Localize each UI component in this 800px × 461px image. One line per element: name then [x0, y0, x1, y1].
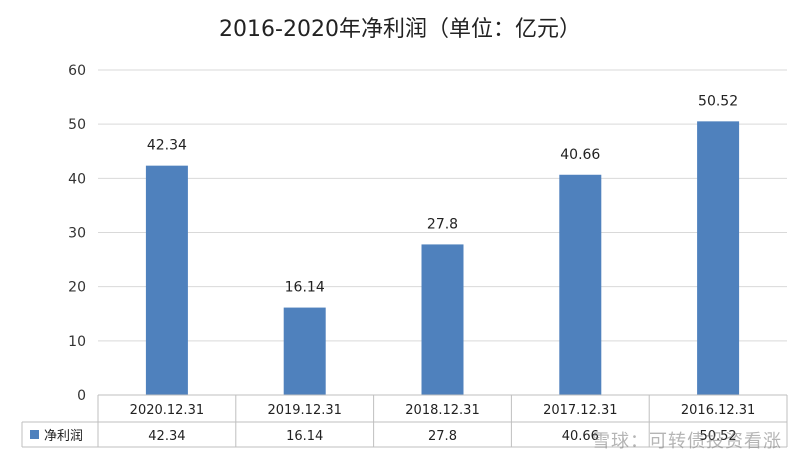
y-axis-ticks: 0 10 20 30 40 50 60	[68, 63, 86, 404]
legend-swatch	[30, 430, 39, 439]
data-labels: 42.34 16.14 27.8 40.66 50.52	[147, 93, 738, 295]
category-label: 2017.12.31	[543, 403, 617, 418]
y-tick-label: 10	[68, 334, 86, 350]
data-table: 2020.12.31 2019.12.31 2018.12.31 2017.12.31…	[21, 394, 788, 448]
chart-title: 2016-2020年净利润（单位：亿元）	[219, 17, 581, 42]
category-label: 2018.12.31	[405, 403, 479, 418]
y-tick-label: 60	[68, 63, 86, 79]
bar	[697, 121, 740, 395]
category-label: 2020.12.31	[130, 403, 204, 418]
bar	[421, 244, 464, 395]
table-value: 42.34	[148, 429, 185, 444]
table-value: 50.52	[699, 429, 736, 444]
data-label: 40.66	[560, 147, 600, 163]
bars	[145, 121, 740, 395]
data-label: 50.52	[698, 93, 738, 109]
y-tick-label: 20	[68, 280, 86, 296]
legend-label: 净利润	[44, 429, 83, 444]
watermark: 雪球：可转债投资看涨	[592, 431, 782, 452]
table-value: 40.66	[562, 429, 599, 444]
bar	[145, 165, 188, 395]
bar	[559, 174, 602, 395]
category-label: 2019.12.31	[267, 403, 341, 418]
table-value: 27.8	[428, 429, 457, 444]
data-label: 42.34	[147, 138, 187, 154]
y-tick-label: 40	[68, 171, 86, 187]
table-value: 16.14	[286, 429, 323, 444]
bar	[283, 307, 326, 395]
y-tick-label: 50	[68, 117, 86, 133]
y-tick-label: 0	[77, 388, 86, 404]
data-label: 27.8	[427, 216, 458, 232]
data-label: 16.14	[285, 280, 325, 296]
y-tick-label: 30	[68, 226, 86, 242]
category-label: 2016.12.31	[681, 403, 755, 418]
